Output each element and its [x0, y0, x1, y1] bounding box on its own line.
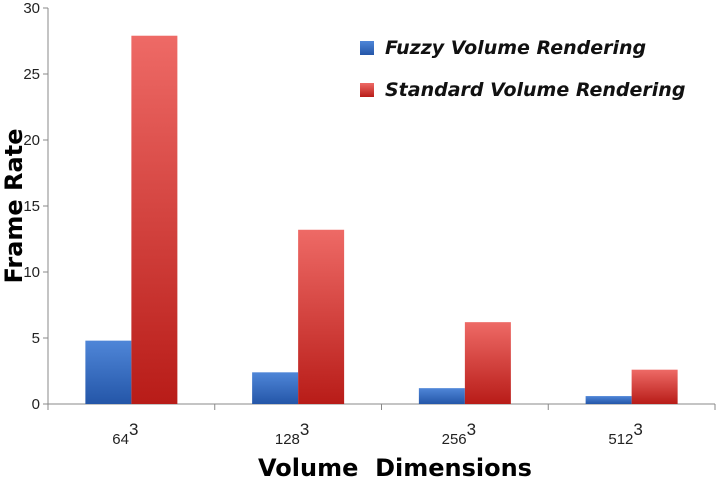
bar-fuzzy-512	[585, 396, 632, 404]
x-tick-value: 512	[608, 431, 633, 448]
y-tick-label: 5	[32, 330, 40, 347]
bar-fuzzy-256	[418, 388, 465, 404]
x-ticks	[47, 404, 716, 410]
x-tick-value: 64	[112, 431, 129, 448]
bar-standard-512	[631, 369, 678, 404]
y-tick-label: 20	[23, 132, 40, 149]
y-axis-title: Frame Rate	[0, 129, 28, 284]
x-tick-superscript: 3	[300, 420, 309, 439]
legend-swatch-standard	[360, 83, 374, 97]
legend-label-standard: Standard Volume Rendering	[385, 79, 685, 101]
x-tick-value: 128	[275, 431, 300, 448]
bar-standard-128	[298, 229, 345, 404]
y-tick-label: 30	[23, 0, 40, 17]
y-tick-label: 0	[32, 396, 40, 413]
bars	[85, 35, 678, 404]
y-tick-label: 10	[23, 264, 40, 281]
x-tick-label: 2563	[442, 420, 477, 448]
bar-fuzzy-64	[85, 340, 132, 404]
x-tick-superscript: 3	[633, 420, 642, 439]
legend-label-fuzzy: Fuzzy Volume Rendering	[385, 37, 646, 59]
bar-standard-64	[131, 35, 178, 404]
x-tick-label: 1283	[275, 420, 310, 448]
y-ticks: 0 5 10 15 20 25 30	[23, 0, 48, 413]
legend-swatch-fuzzy	[360, 41, 374, 55]
x-tick-label: 5123	[608, 420, 643, 448]
x-tick-superscript: 3	[467, 420, 476, 439]
y-tick-label: 25	[23, 66, 40, 83]
bar-standard-256	[464, 322, 511, 404]
x-tick-superscript: 3	[129, 420, 138, 439]
x-tick-label: 643	[112, 420, 138, 448]
bar-fuzzy-128	[252, 372, 299, 404]
y-tick-label: 15	[23, 198, 40, 215]
x-axis-title: Volume Dimensions	[258, 454, 532, 482]
x-tick-value: 256	[442, 431, 467, 448]
legend: Fuzzy Volume Rendering Standard Volume Re…	[360, 37, 685, 101]
